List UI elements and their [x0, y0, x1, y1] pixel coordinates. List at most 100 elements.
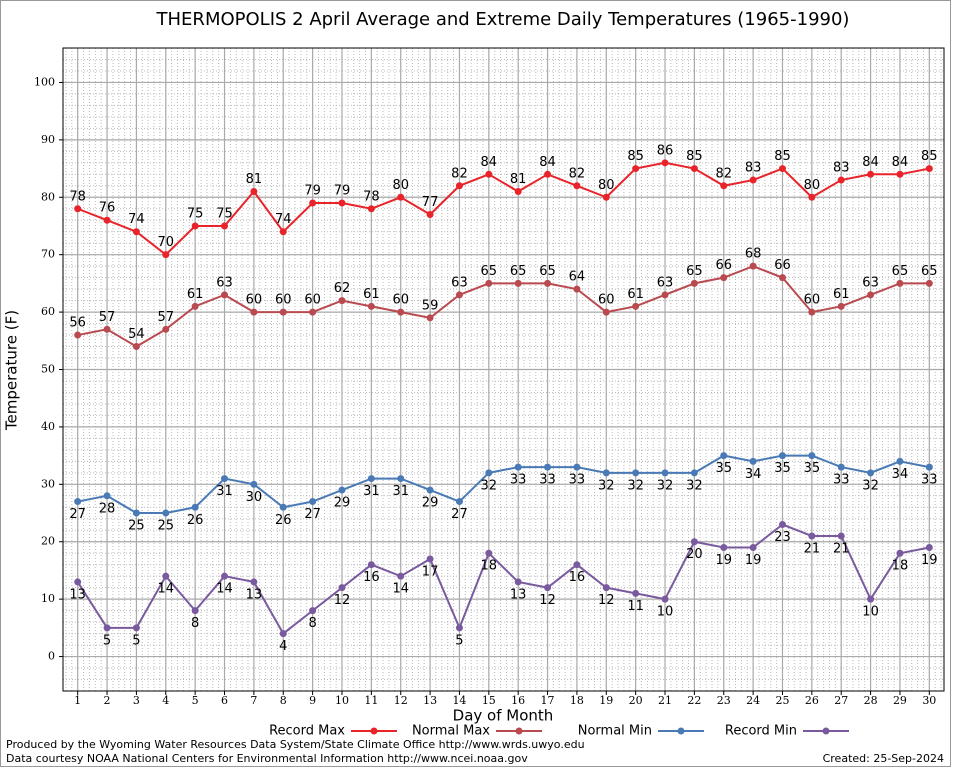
data-label: 19 [921, 553, 938, 568]
data-label: 13 [510, 587, 527, 602]
data-point [690, 165, 698, 173]
data-label: 61 [187, 287, 204, 302]
data-label: 57 [99, 310, 116, 325]
data-label: 63 [451, 275, 468, 290]
data-point [455, 182, 463, 190]
data-label: 27 [69, 507, 86, 522]
data-label: 74 [128, 212, 145, 227]
data-label: 84 [892, 155, 909, 170]
data-label: 56 [69, 316, 86, 331]
data-label: 75 [216, 206, 233, 221]
x-tick-label: 3 [133, 694, 140, 707]
data-point [514, 188, 522, 196]
data-point [338, 199, 346, 207]
data-point [925, 543, 933, 551]
data-point [103, 492, 111, 500]
data-point [837, 302, 845, 310]
data-label: 59 [422, 298, 439, 313]
x-tick-label: 11 [364, 694, 378, 707]
data-point [720, 274, 728, 282]
data-label: 63 [657, 275, 674, 290]
data-point [867, 595, 875, 603]
data-point [426, 314, 434, 322]
data-point [103, 325, 111, 333]
data-point [426, 486, 434, 494]
data-label: 83 [745, 161, 762, 176]
data-point [485, 170, 493, 178]
data-point [455, 291, 463, 299]
data-label: 12 [334, 593, 351, 608]
chart-title: THERMOPOLIS 2 April Average and Extreme … [156, 9, 850, 30]
data-label: 32 [598, 478, 615, 493]
data-label: 84 [539, 155, 556, 170]
data-label: 61 [363, 287, 380, 302]
data-point [720, 452, 728, 460]
data-label: 65 [892, 264, 909, 279]
x-tick-label: 10 [335, 694, 349, 707]
data-point [661, 595, 669, 603]
data-point [778, 521, 786, 529]
legend-marker [515, 727, 523, 735]
data-label: 25 [158, 519, 175, 534]
data-point [74, 578, 82, 586]
data-label: 4 [279, 639, 287, 654]
data-point [602, 584, 610, 592]
data-label: 60 [598, 293, 615, 308]
data-point [132, 343, 140, 351]
legend-label: Normal Min [578, 724, 652, 739]
data-point [778, 452, 786, 460]
y-tick-label: 40 [41, 420, 55, 433]
legend-label: Normal Max [412, 724, 490, 739]
x-tick-label: 14 [452, 694, 466, 707]
footer-text: Created: 25-Sep-2024 [823, 752, 944, 765]
data-label: 12 [539, 593, 556, 608]
data-point [544, 584, 552, 592]
x-tick-label: 18 [570, 694, 584, 707]
data-label: 75 [187, 206, 204, 221]
data-point [367, 561, 375, 569]
data-label: 68 [745, 247, 762, 262]
data-label: 30 [246, 490, 263, 505]
y-tick-label: 10 [41, 592, 55, 605]
legend-label: Record Max [269, 724, 345, 739]
data-label: 27 [304, 507, 321, 522]
data-label: 8 [308, 616, 316, 631]
data-point [191, 222, 199, 230]
data-point [250, 480, 258, 488]
legend-marker [370, 727, 378, 735]
x-tick-label: 20 [629, 694, 643, 707]
data-label: 32 [481, 478, 498, 493]
data-label: 60 [246, 293, 263, 308]
data-label: 74 [275, 212, 292, 227]
data-label: 31 [216, 484, 233, 499]
data-point [221, 291, 229, 299]
data-label: 17 [422, 564, 439, 579]
data-point [544, 279, 552, 287]
data-label: 19 [715, 553, 732, 568]
data-label: 66 [774, 258, 791, 273]
data-point [397, 193, 405, 201]
data-label: 13 [246, 587, 263, 602]
data-label: 10 [657, 605, 674, 620]
data-point [896, 279, 904, 287]
data-point [485, 279, 493, 287]
data-label: 31 [392, 484, 409, 499]
x-tick-label: 21 [658, 694, 672, 707]
data-point [162, 325, 170, 333]
data-point [837, 463, 845, 471]
x-tick-label: 8 [280, 694, 287, 707]
data-label: 34 [892, 467, 909, 482]
data-point [925, 463, 933, 471]
data-label: 33 [510, 473, 527, 488]
data-label: 13 [69, 587, 86, 602]
data-point [397, 572, 405, 580]
data-label: 82 [451, 166, 468, 181]
data-label: 19 [745, 553, 762, 568]
data-label: 32 [627, 478, 644, 493]
data-point [103, 624, 111, 632]
data-label: 60 [392, 293, 409, 308]
data-label: 16 [569, 570, 586, 585]
data-point [279, 308, 287, 316]
data-label: 21 [833, 541, 850, 556]
data-point [338, 486, 346, 494]
